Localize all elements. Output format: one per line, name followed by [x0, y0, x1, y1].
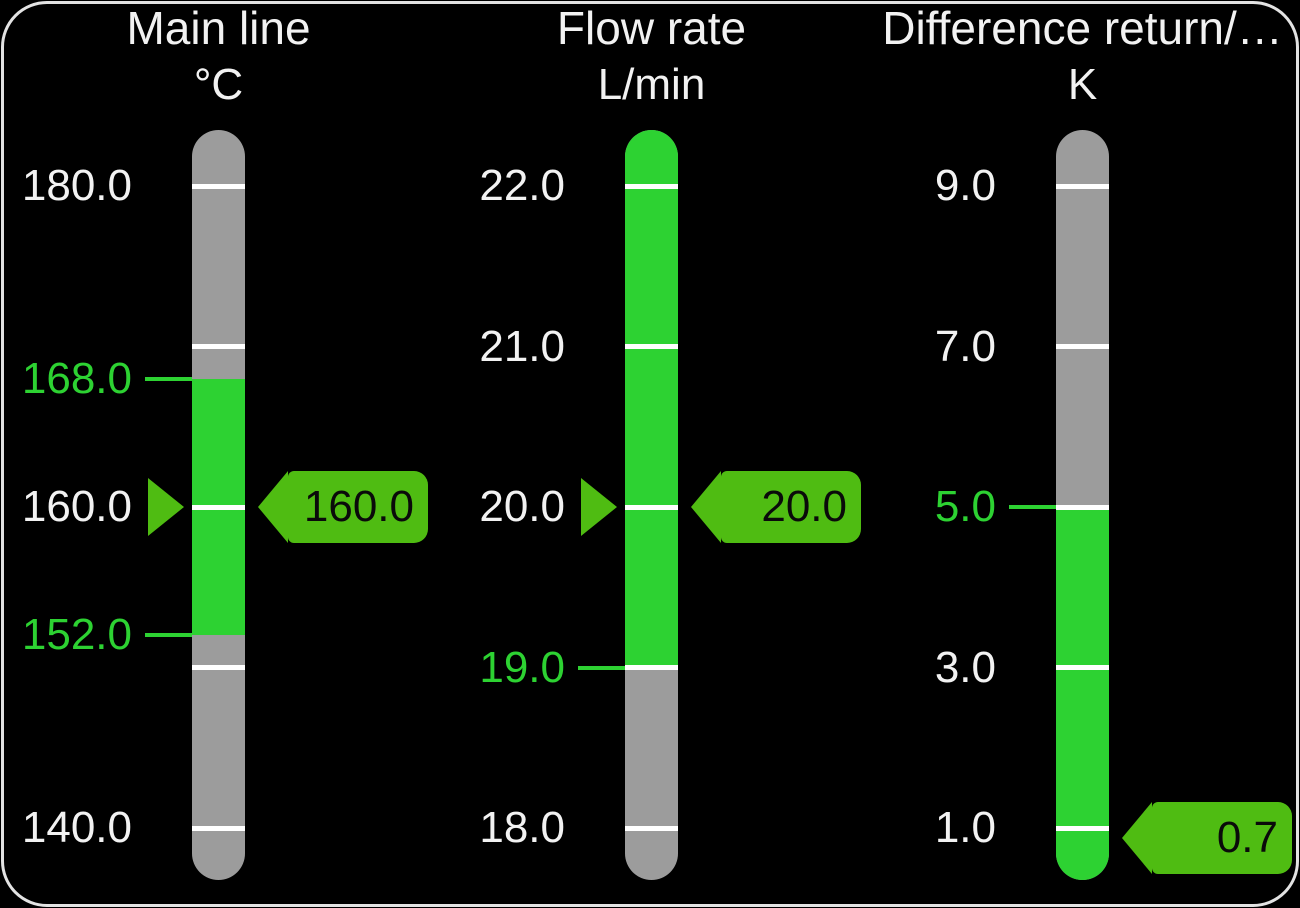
- scale-tick: [625, 665, 678, 670]
- limit-label: 5.0: [934, 482, 996, 531]
- scale-label: 180.0: [21, 161, 132, 210]
- limit-label: 168.0: [21, 353, 132, 403]
- scale-label: 3.0: [934, 642, 996, 692]
- gauge-unit-label: L/min: [597, 60, 706, 109]
- value-tag[interactable]: 160.0: [258, 471, 428, 543]
- scale-label: 1.0: [934, 803, 996, 852]
- scale-tick: [1056, 504, 1109, 510]
- scale-tick: [625, 504, 678, 510]
- scale-label: 18.0: [479, 803, 565, 852]
- gauge-bar[interactable]: [192, 130, 245, 880]
- scale-tick: [1056, 344, 1109, 349]
- limit-leader-line: [145, 633, 192, 638]
- limit-leader-line: [578, 665, 625, 670]
- gauge-unit-label: K: [1067, 60, 1098, 109]
- scale-tick: [192, 504, 245, 510]
- setpoint-pointer-icon: [581, 478, 617, 536]
- gauge-title: Flow rate: [556, 2, 747, 54]
- value-tag-arrow-icon: [691, 471, 721, 543]
- gauge-title: Difference return/…: [882, 2, 1283, 54]
- scale-tick: [1056, 183, 1109, 189]
- scale-label: 20.0: [479, 482, 565, 531]
- value-tag-arrow-icon: [1122, 802, 1152, 874]
- limit-leader-line: [1009, 505, 1056, 509]
- good-range-zone: [1056, 507, 1109, 880]
- scale-tick: [192, 183, 245, 189]
- value-tag-text: 0.7: [1152, 802, 1292, 874]
- scale-tick: [625, 183, 678, 189]
- scale-label: 9.0: [934, 161, 996, 210]
- gauge-title: Main line: [126, 2, 311, 54]
- scale-tick: [192, 665, 245, 670]
- scale-tick: [625, 825, 678, 831]
- scale-tick: [192, 344, 245, 349]
- gauge-bar[interactable]: [1056, 130, 1109, 880]
- scale-label: 7.0: [934, 321, 996, 371]
- gauge-unit-label: °C: [193, 60, 244, 109]
- value-tag[interactable]: 20.0: [691, 471, 861, 543]
- scale-tick: [192, 825, 245, 831]
- limit-label: 152.0: [21, 610, 132, 660]
- gauge-bar[interactable]: [625, 130, 678, 880]
- setpoint-pointer-icon: [148, 478, 184, 536]
- scale-tick: [1056, 665, 1109, 670]
- scale-label: 22.0: [479, 161, 565, 210]
- scale-label: 160.0: [21, 482, 132, 531]
- good-range-zone: [625, 130, 678, 668]
- value-tag-text: 160.0: [288, 471, 428, 543]
- limit-label: 19.0: [479, 642, 565, 692]
- value-tag-arrow-icon: [258, 471, 288, 543]
- limit-leader-line: [145, 376, 192, 381]
- value-tag-text: 20.0: [721, 471, 861, 543]
- scale-tick: [1056, 825, 1109, 831]
- scale-tick: [625, 344, 678, 349]
- scale-label: 140.0: [21, 803, 132, 852]
- value-tag[interactable]: 0.7: [1122, 802, 1292, 874]
- scale-label: 21.0: [479, 321, 565, 371]
